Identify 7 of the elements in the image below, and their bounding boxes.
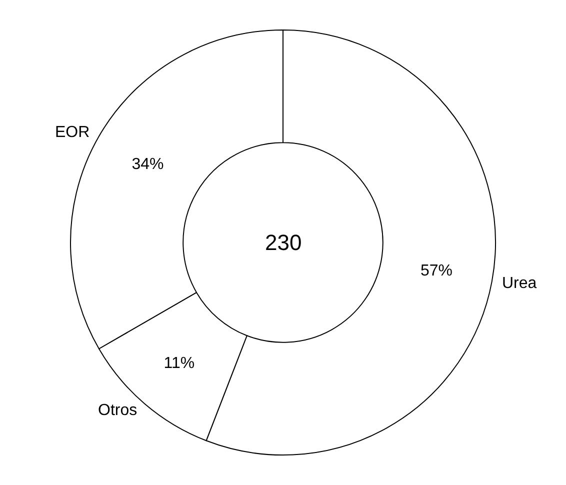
slice-label: Urea	[502, 275, 537, 292]
slice-label: EOR	[55, 124, 90, 141]
data-label: 34%	[132, 156, 164, 173]
slice-label: Otros	[98, 402, 138, 419]
text: 230	[265, 230, 302, 255]
data-label: 57%	[420, 262, 453, 280]
data-label: 11%	[164, 355, 195, 372]
